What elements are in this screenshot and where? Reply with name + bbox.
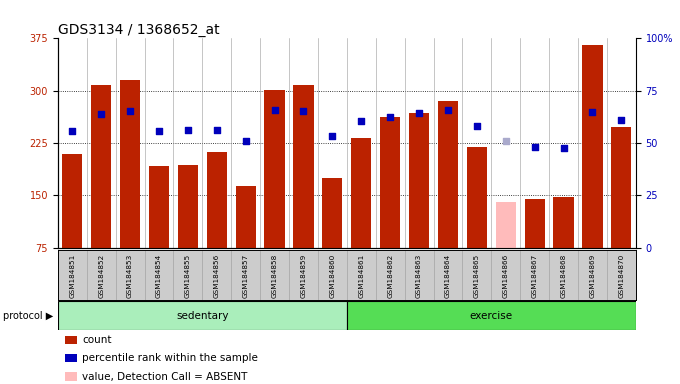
Bar: [380, 117, 401, 248]
Point: [587, 109, 598, 115]
Text: GSM184866: GSM184866: [503, 253, 509, 298]
Point: [124, 108, 135, 114]
Bar: [177, 166, 198, 248]
Text: GSM184861: GSM184861: [358, 253, 364, 298]
Point: [558, 145, 569, 151]
Point: [269, 107, 280, 113]
Point: [240, 138, 251, 144]
Bar: [120, 80, 140, 248]
Point: [413, 110, 424, 116]
Point: [182, 127, 193, 134]
Bar: [347, 301, 636, 330]
Text: GSM184853: GSM184853: [127, 253, 133, 298]
Text: count: count: [82, 335, 112, 345]
Text: sedentary: sedentary: [176, 311, 228, 321]
Point: [385, 114, 396, 120]
Bar: [62, 154, 82, 248]
Point: [327, 133, 338, 139]
Text: GSM184855: GSM184855: [185, 253, 191, 298]
Text: protocol ▶: protocol ▶: [3, 311, 54, 321]
Bar: [265, 90, 285, 248]
Bar: [235, 186, 256, 248]
Bar: [438, 101, 458, 248]
Bar: [351, 138, 371, 248]
Bar: [149, 166, 169, 248]
Bar: [496, 202, 516, 248]
Bar: [524, 199, 545, 248]
Text: GSM184854: GSM184854: [156, 253, 162, 298]
Bar: [207, 152, 227, 248]
Text: GSM184851: GSM184851: [69, 253, 75, 298]
Point: [443, 107, 454, 113]
Text: GSM184860: GSM184860: [329, 253, 335, 298]
Text: GSM184857: GSM184857: [243, 253, 249, 298]
Point: [616, 117, 627, 123]
Bar: [611, 127, 632, 248]
Point: [154, 128, 165, 134]
Text: exercise: exercise: [470, 311, 513, 321]
Text: GSM184865: GSM184865: [474, 253, 480, 298]
Bar: [409, 113, 429, 248]
Point: [67, 128, 78, 134]
Text: GDS3134 / 1368652_at: GDS3134 / 1368652_at: [58, 23, 220, 37]
Text: GSM184859: GSM184859: [301, 253, 307, 298]
Bar: [582, 45, 602, 248]
Text: GSM184868: GSM184868: [560, 253, 566, 298]
Text: GSM184863: GSM184863: [416, 253, 422, 298]
Point: [211, 127, 222, 134]
Bar: [91, 85, 112, 248]
Point: [356, 118, 367, 124]
Text: GSM184856: GSM184856: [214, 253, 220, 298]
Point: [298, 108, 309, 114]
Bar: [466, 147, 487, 248]
Text: GSM184869: GSM184869: [590, 253, 596, 298]
Bar: [58, 301, 347, 330]
Point: [471, 122, 482, 129]
Text: value, Detection Call = ABSENT: value, Detection Call = ABSENT: [82, 372, 248, 382]
Text: GSM184862: GSM184862: [387, 253, 393, 298]
Point: [500, 138, 511, 144]
Bar: [554, 197, 574, 248]
Text: percentile rank within the sample: percentile rank within the sample: [82, 353, 258, 363]
Text: GSM184858: GSM184858: [271, 253, 277, 298]
Point: [529, 144, 540, 150]
Bar: [293, 85, 313, 248]
Point: [96, 111, 107, 118]
Text: GSM184870: GSM184870: [618, 253, 624, 298]
Text: GSM184852: GSM184852: [98, 253, 104, 298]
Bar: [322, 178, 343, 248]
Text: GSM184867: GSM184867: [532, 253, 538, 298]
Text: GSM184864: GSM184864: [445, 253, 451, 298]
